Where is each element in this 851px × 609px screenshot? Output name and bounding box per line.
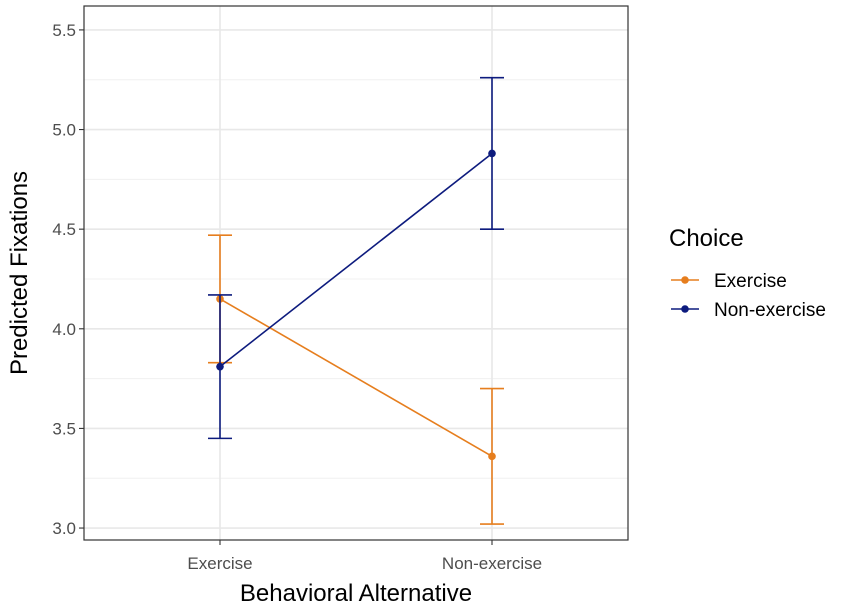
y-axis-title: Predicted Fixations	[6, 171, 33, 375]
y-tick-label: 3.5	[52, 419, 76, 438]
plot-panel	[84, 6, 628, 540]
y-tick-label: 5.0	[52, 121, 76, 140]
panel-background	[84, 6, 628, 540]
y-tick-label: 5.5	[52, 21, 76, 40]
legend-label: Exercise	[714, 271, 787, 292]
series-line	[219, 152, 493, 368]
series-non-exercise	[208, 76, 504, 440]
x-axis-title: Behavioral Alternative	[240, 580, 472, 607]
legend-item: Non-exercise	[671, 300, 826, 321]
data-point	[216, 362, 224, 371]
data-point	[488, 452, 496, 461]
legend-label: Non-exercise	[714, 300, 826, 321]
legend-title: Choice	[669, 225, 744, 252]
y-tick-label: 4.0	[52, 320, 76, 339]
legend-key-point	[681, 305, 689, 313]
x-axis: Exercise Non-exercise	[187, 540, 542, 573]
series-layer	[208, 76, 504, 525]
y-axis: 3.0 3.5 4.0 4.5 5.0 5.5	[52, 21, 84, 538]
y-tick-label: 3.0	[52, 519, 76, 538]
data-point	[488, 149, 496, 158]
legend-key-point	[681, 276, 689, 284]
legend-item: Exercise	[671, 271, 787, 292]
series-line	[219, 298, 493, 458]
y-tick-label: 4.5	[52, 220, 76, 239]
plot-border	[83, 5, 629, 541]
x-tick-label: Non-exercise	[442, 554, 542, 573]
legend: Choice Exercise Non-exercise	[669, 225, 826, 321]
x-tick-label: Exercise	[187, 554, 252, 573]
